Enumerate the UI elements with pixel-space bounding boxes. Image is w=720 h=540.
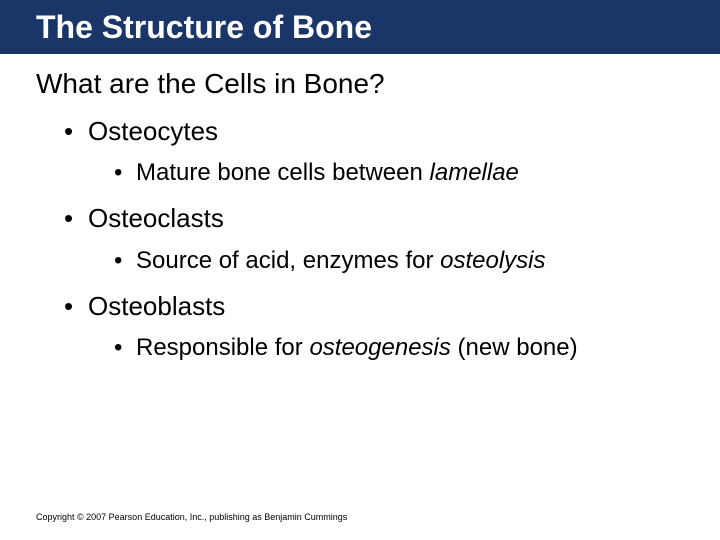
sub-osteocytes: Mature bone cells between lamellae <box>36 157 720 189</box>
text-pre: Responsible for <box>136 334 309 361</box>
text-post: (new bone) <box>451 334 578 361</box>
bullet-osteoblasts: Osteoblasts <box>36 289 720 324</box>
text-italic: osteogenesis <box>309 334 450 361</box>
copyright-text: Copyright © 2007 Pearson Education, Inc.… <box>36 512 347 522</box>
bullet-osteoclasts: Osteoclasts <box>36 201 720 236</box>
title-bar: The Structure of Bone <box>0 0 720 54</box>
text-italic: osteolysis <box>440 247 545 274</box>
bullet-osteocytes: Osteocytes <box>36 114 720 149</box>
slide-content: What are the Cells in Bone? Osteocytes M… <box>0 54 720 364</box>
text-italic: lamellae <box>430 159 519 186</box>
sub-osteoclasts: Source of acid, enzymes for osteolysis <box>36 245 720 277</box>
text-pre: Source of acid, enzymes for <box>136 247 440 274</box>
sub-osteoblasts: Responsible for osteogenesis (new bone) <box>36 332 720 364</box>
text-pre: Mature bone cells between <box>136 159 430 186</box>
subheading: What are the Cells in Bone? <box>36 68 720 100</box>
slide-title: The Structure of Bone <box>36 9 372 46</box>
